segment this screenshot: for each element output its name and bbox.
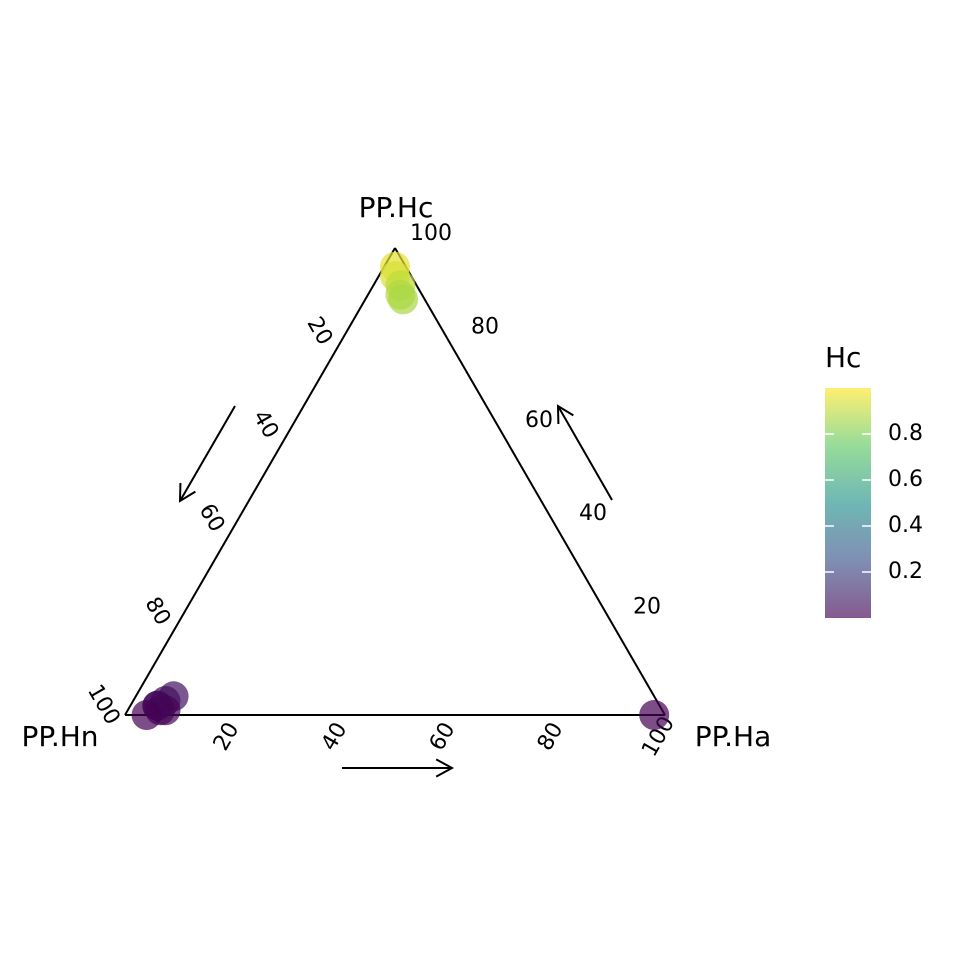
tick-label-left: 20 — [302, 313, 338, 350]
ternary-axes — [124, 247, 666, 716]
direction-arrows — [178, 404, 613, 778]
axis-left-line — [124, 247, 396, 716]
data-point — [388, 284, 419, 315]
tick-label-bottom: 20 — [209, 718, 245, 755]
legend-ticks: 0.2 0.4 0.6 0.8 — [825, 421, 923, 584]
tick-label-right: 20 — [633, 595, 661, 620]
tick-label-right: 60 — [525, 408, 553, 433]
tick-label-right: 100 — [410, 221, 452, 246]
arrow-right — [556, 404, 613, 501]
legend: Hc 0.2 0.4 0.6 0.8 — [825, 341, 923, 618]
arrow-left — [178, 405, 236, 503]
axis-label-top: PP.Hc — [359, 191, 434, 224]
legend-tick-label: 0.8 — [888, 421, 923, 446]
legend-tick-label: 0.2 — [888, 559, 923, 584]
tick-label-left: 60 — [194, 500, 230, 537]
tick-label-right: 40 — [579, 501, 607, 526]
data-point — [131, 700, 162, 730]
tick-label-right: 80 — [471, 314, 499, 339]
legend-colorbar — [825, 388, 871, 618]
tick-label-bottom: 60 — [425, 718, 461, 755]
tick-label-left: 40 — [248, 406, 284, 443]
arrow-bottom — [342, 758, 455, 778]
data-points — [131, 251, 670, 730]
axis-label-left: PP.Hn — [21, 720, 98, 753]
tick-label-left: 80 — [140, 593, 176, 630]
legend-title: Hc — [825, 341, 861, 374]
data-point — [639, 700, 670, 730]
legend-tick-label: 0.6 — [888, 467, 923, 492]
tick-label-bottom: 80 — [533, 718, 569, 755]
tick-label-bottom: 40 — [317, 718, 353, 755]
axis-label-right: PP.Ha — [695, 720, 772, 753]
axis-right-line — [394, 247, 666, 716]
legend-tick-label: 0.4 — [888, 513, 923, 538]
